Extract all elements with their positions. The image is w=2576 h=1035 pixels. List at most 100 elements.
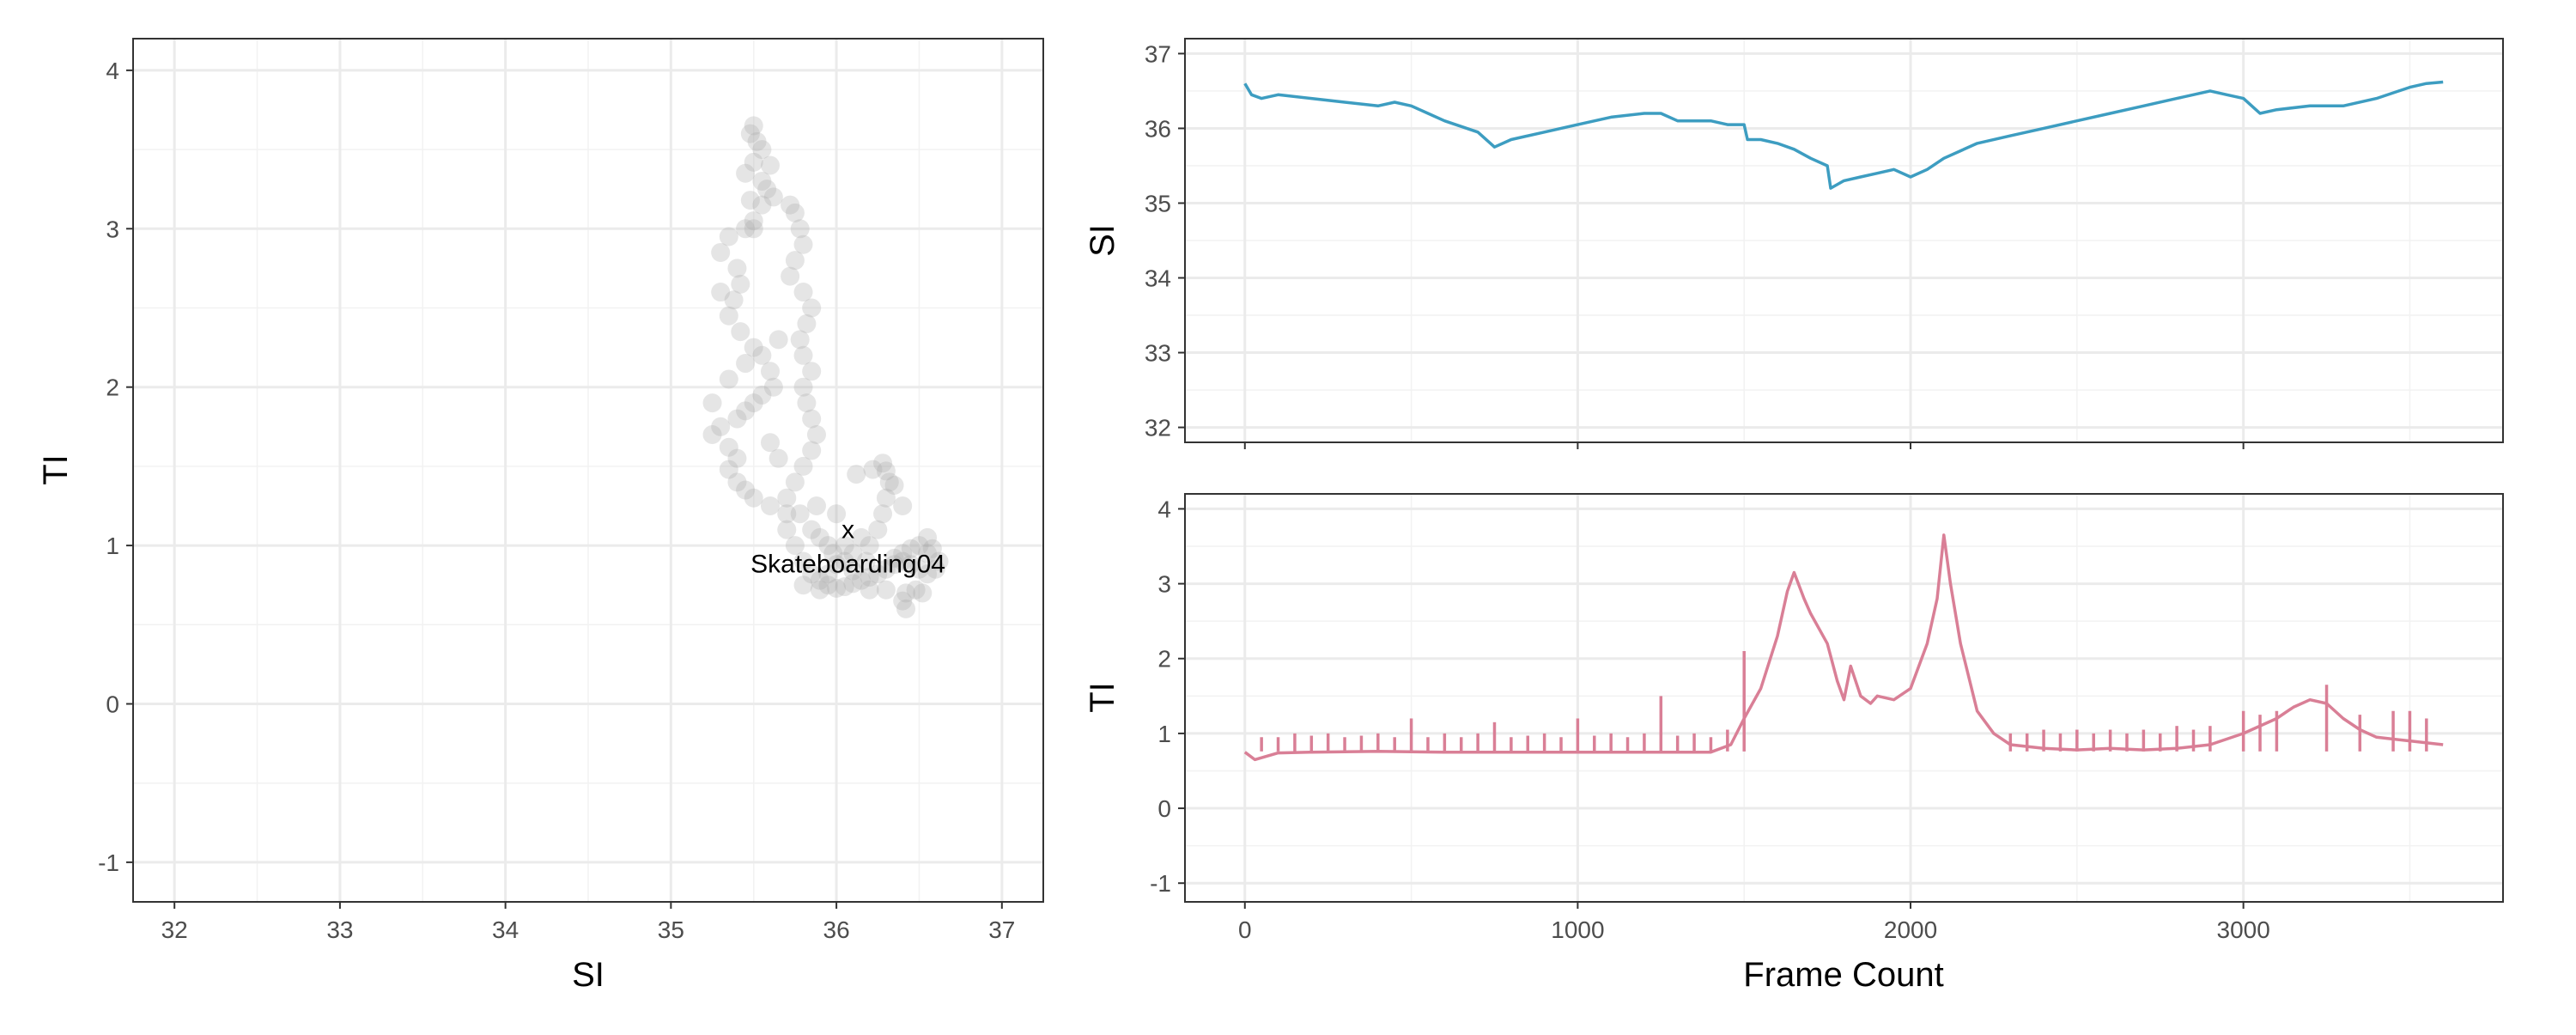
scatter-point (793, 283, 813, 302)
ti-x-ticks: 0 1000 2000 3000 (1238, 902, 2270, 943)
scatter-y-tick-label: 3 (106, 216, 119, 242)
scatter-point (785, 203, 805, 222)
scatter-point (711, 283, 731, 302)
scatter-point (740, 191, 760, 210)
scatter-point (918, 527, 938, 547)
scatter-point (810, 570, 829, 590)
scatter-point (777, 488, 797, 508)
scatter-point (818, 564, 838, 584)
scatter-point (711, 417, 731, 436)
ti-x-tick-label: 2000 (1884, 916, 1937, 943)
scatter-point (896, 583, 916, 603)
scatter-x-tick-label: 36 (823, 916, 850, 943)
scatter-point (752, 171, 772, 191)
scatter-point (860, 580, 879, 600)
scatter-point (802, 441, 822, 460)
scatter-point (802, 298, 822, 318)
scatter-point (744, 116, 763, 136)
si-y-tick-label: 35 (1145, 190, 1171, 216)
scatter-point (793, 377, 813, 397)
scatter-point (744, 211, 763, 231)
scatter-point (793, 456, 813, 476)
scatter-point (763, 377, 783, 397)
scatter-point (922, 539, 942, 558)
scatter-point (835, 536, 854, 556)
scatter-point (868, 564, 888, 584)
scatter-point (835, 551, 854, 571)
ti-panel-border (1184, 493, 2504, 903)
scatter-point (827, 555, 847, 575)
ti-x-tick-label: 1000 (1551, 916, 1604, 943)
scatter-point (777, 504, 797, 524)
annotation-marker: x (841, 516, 854, 545)
scatter-point (761, 155, 780, 175)
si-y-tick-label: 32 (1145, 415, 1171, 441)
si-panel-border (1184, 38, 2504, 443)
ti-y-tick-label: 3 (1157, 571, 1171, 598)
scatter-point (893, 544, 913, 563)
scatter-point (724, 290, 744, 310)
scatter-point (740, 124, 760, 143)
scatter-point (818, 536, 838, 556)
scatter-point (896, 599, 916, 618)
ti-x-tick-label: 3000 (2217, 916, 2270, 943)
scatter-point (736, 163, 756, 183)
ti-line-panel: 0 1000 2000 3000 -1 0 1 2 3 4 Frame Count TI (1084, 493, 2504, 994)
scatter-point (901, 555, 920, 575)
si-x-tick-marks (1243, 442, 2245, 449)
si-y-tick-label: 37 (1145, 40, 1171, 67)
scatter-y-tick-label: 1 (106, 533, 119, 559)
ti-y-tick-label: -1 (1150, 870, 1171, 897)
scatter-x-tick-label: 35 (658, 916, 684, 943)
si-y-axis-title: SI (1084, 224, 1121, 257)
scatter-point (873, 504, 893, 524)
si-y-tick-label: 36 (1145, 115, 1171, 142)
scatter-point (752, 345, 772, 365)
si-y-ticks: 32 33 34 35 36 37 (1145, 40, 1185, 441)
scatter-point (744, 488, 763, 508)
ti-y-tick-label: 4 (1157, 496, 1171, 522)
scatter-point (827, 504, 847, 524)
scatter-point (744, 152, 763, 172)
scatter-point (793, 575, 813, 595)
si-gridlines (1185, 39, 2503, 442)
scatter-point (781, 195, 800, 215)
scatter-point (752, 385, 772, 405)
scatter-point (835, 577, 854, 597)
scatter-point (909, 559, 929, 579)
scatter-point (926, 559, 945, 579)
scatter-point (761, 433, 780, 453)
scatter-point (781, 266, 800, 286)
scatter-point (806, 496, 826, 515)
scatter-point (769, 448, 788, 468)
scatter-y-tick-label: 0 (106, 691, 119, 717)
scatter-y-tick-label: 4 (106, 58, 119, 84)
scatter-point (797, 393, 817, 413)
scatter-point (893, 551, 913, 571)
scatter-point (884, 548, 904, 568)
scatter-x-axis-title: SI (572, 956, 605, 994)
scatter-point (843, 574, 863, 594)
scatter-point (860, 536, 879, 556)
ti-y-tick-label: 1 (1157, 721, 1171, 747)
scatter-point (852, 527, 871, 547)
scatter-point (711, 242, 731, 262)
scatter-point (747, 131, 767, 151)
scatter-point (785, 536, 805, 556)
scatter-x-tick-label: 34 (492, 916, 519, 943)
scatter-panel-border (132, 38, 1044, 903)
scatter-point (852, 570, 871, 590)
scatter-point (843, 561, 863, 581)
scatter-point (868, 520, 888, 539)
scatter-point (906, 580, 926, 600)
scatter-point (810, 527, 829, 547)
scatter-point (757, 180, 777, 199)
scatter-point (810, 580, 829, 600)
ti-x-tick-label: 0 (1238, 916, 1252, 943)
si-y-tick-label: 33 (1145, 340, 1171, 367)
annotation-label: Skateboarding04 (750, 551, 945, 579)
scatter-point (802, 564, 822, 584)
scatter-point (873, 454, 893, 473)
